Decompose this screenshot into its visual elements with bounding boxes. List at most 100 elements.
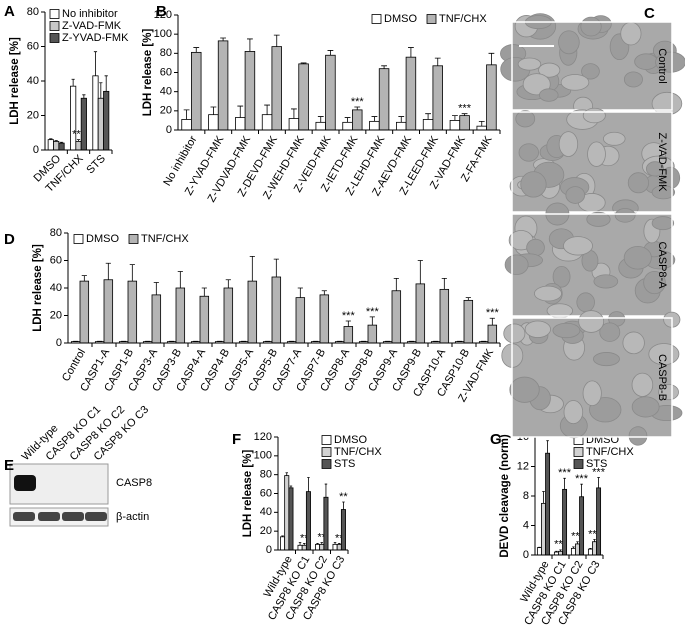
cell	[524, 320, 551, 338]
cell	[581, 63, 600, 80]
bar	[284, 475, 290, 551]
legend-label: TNF/CHX	[439, 13, 487, 25]
error-bar	[82, 94, 86, 99]
error-bar	[237, 105, 244, 118]
error-bar	[297, 287, 303, 298]
legend-swatch	[573, 447, 584, 457]
blot-band	[13, 512, 35, 521]
y-tick-label: 0	[523, 549, 529, 561]
error-bar	[302, 543, 306, 546]
bar	[562, 488, 568, 556]
error-bar	[345, 320, 351, 327]
error-bar	[342, 501, 345, 510]
blot-band	[85, 512, 107, 521]
bar	[103, 279, 114, 344]
bar	[92, 75, 99, 151]
error-bar	[398, 116, 405, 123]
band-label: CASP8	[116, 477, 152, 489]
significance: **	[300, 532, 309, 544]
significance: **	[317, 531, 326, 543]
legend-label: TNF/CHX	[586, 446, 634, 458]
error-bar	[273, 34, 280, 47]
micrograph	[501, 310, 683, 446]
significance: ***	[558, 467, 572, 479]
y-tick-label: 80	[27, 6, 39, 18]
panel-label: C	[644, 5, 655, 22]
error-bar	[559, 549, 562, 552]
bar	[325, 54, 336, 131]
panel-label: G	[490, 431, 502, 448]
bar	[295, 297, 306, 344]
cell	[558, 131, 579, 157]
bar	[298, 63, 309, 131]
bar	[432, 65, 443, 131]
error-bar	[478, 120, 485, 127]
cell	[655, 51, 685, 73]
bar	[288, 118, 300, 131]
y-tick-label: 20	[260, 525, 272, 537]
y-tick-label: 100	[154, 28, 172, 40]
bar	[217, 40, 229, 131]
bar	[570, 547, 576, 556]
error-bar	[59, 141, 64, 144]
error-bar	[183, 109, 190, 120]
bar	[332, 543, 338, 551]
cell	[582, 380, 602, 407]
bar	[592, 541, 597, 556]
cell	[602, 131, 626, 146]
bar	[587, 548, 593, 556]
bar	[336, 543, 342, 551]
bar	[343, 326, 354, 344]
blot-band	[62, 512, 84, 521]
error-bar	[597, 477, 600, 488]
error-bar	[76, 139, 81, 142]
bar	[487, 324, 498, 344]
y-tick-label: 120	[154, 9, 172, 21]
error-bar	[177, 271, 183, 288]
y-tick-label: 60	[27, 40, 39, 52]
cell	[563, 400, 584, 425]
bar	[545, 452, 551, 556]
error-bar	[580, 483, 583, 497]
legend-swatch	[128, 234, 139, 244]
micrograph	[504, 202, 676, 319]
legend-swatch	[73, 234, 84, 244]
significance: **	[339, 491, 348, 503]
error-bar	[425, 113, 431, 120]
bar	[579, 496, 585, 556]
cell	[628, 426, 648, 446]
micrograph-frame	[511, 317, 673, 438]
micrograph-frame	[511, 111, 673, 213]
cell	[645, 161, 665, 177]
cell	[503, 323, 526, 344]
bar	[342, 121, 353, 131]
y-tick-label: 80	[260, 469, 272, 481]
panel-label: D	[4, 231, 15, 248]
bar	[596, 487, 602, 556]
bar	[558, 550, 563, 556]
cell	[517, 57, 542, 71]
bar	[181, 119, 192, 131]
y-tick-label: 40	[50, 282, 62, 294]
bar	[199, 295, 210, 344]
error-bar	[210, 106, 217, 115]
bar	[271, 46, 282, 131]
x-tick-label: STS	[84, 153, 108, 177]
legend-swatch	[49, 33, 60, 43]
cell	[552, 322, 581, 339]
significance: **	[335, 532, 344, 544]
bar	[79, 280, 90, 344]
y-tick-label: 40	[160, 86, 172, 98]
bar	[396, 121, 407, 131]
error-bar	[247, 38, 253, 52]
cell	[552, 265, 571, 288]
cell	[578, 310, 605, 333]
bar	[323, 496, 329, 551]
y-tick-label: 20	[50, 309, 62, 321]
cell	[538, 62, 561, 78]
error-bar	[99, 82, 103, 99]
cell	[651, 185, 676, 200]
error-bar	[320, 542, 324, 545]
bar	[127, 280, 138, 344]
y-tick-label: 40	[27, 75, 39, 87]
